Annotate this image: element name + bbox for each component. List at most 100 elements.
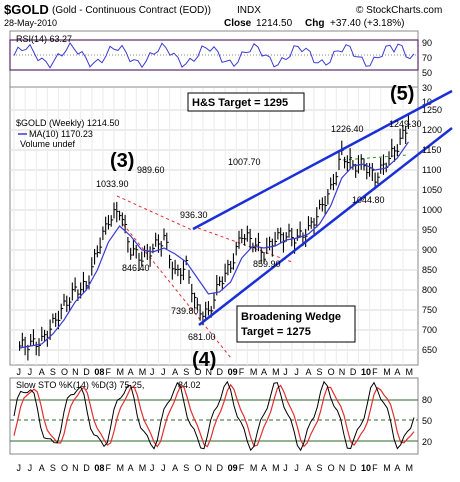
rsi-line xyxy=(13,42,415,69)
symbol: $GOLD xyxy=(4,2,49,17)
price-label-739: 739.80 xyxy=(171,306,199,316)
price-label-846: 846.40 xyxy=(122,263,150,273)
price-label-1249: 1249.30 xyxy=(389,119,422,129)
price-tick: 1050 xyxy=(422,185,442,195)
x-tick: M xyxy=(383,463,391,473)
x-tick: M xyxy=(139,463,147,473)
wave-label-5: (5) xyxy=(390,83,414,105)
rsi-label: RSI(14) 63.27 xyxy=(16,34,72,44)
rsi-tick-90: 90 xyxy=(422,38,432,48)
sto-tick-80: 80 xyxy=(422,395,432,405)
x-tick: A xyxy=(39,367,45,377)
rsi-tick-10: 10 xyxy=(422,97,432,107)
price-label-1044: 1044.80 xyxy=(352,195,385,205)
x-tick: M xyxy=(139,367,147,377)
x-tick: O xyxy=(194,463,201,473)
price-tick: 850 xyxy=(422,265,437,275)
x-tick: S xyxy=(183,463,189,473)
x-tick: A xyxy=(172,367,178,377)
price-label-859: 859.90 xyxy=(253,259,281,269)
price-tick: 700 xyxy=(422,325,437,335)
rsi-panel: RSI(14) 63.27 90 70 50 30 10 xyxy=(9,30,432,107)
hs-target-box xyxy=(187,92,305,112)
x-tick: M xyxy=(405,463,413,473)
ma-line xyxy=(19,141,409,349)
x-tick: A xyxy=(39,463,45,473)
x-tick: N xyxy=(72,463,79,473)
sto-tick-20: 20 xyxy=(422,437,432,447)
dashed-line-upper xyxy=(116,195,193,231)
x-tick: A xyxy=(128,367,134,377)
sto-label: Slow STO %K(14) %D(3) 75.25, xyxy=(16,380,144,390)
wedge-target-box xyxy=(236,305,356,343)
wave-label-3: (3) xyxy=(110,150,134,172)
x-tick: S xyxy=(50,367,56,377)
x-tick: M xyxy=(405,367,413,377)
x-tick: O xyxy=(328,463,335,473)
wedge-trendlines xyxy=(192,89,453,326)
price-label-1033: 1033.90 xyxy=(96,179,129,189)
x-tick: 08 xyxy=(94,463,104,473)
price-axis: 1250 1200 1150 1100 1050 1000 950 900 850 800 750 7… xyxy=(422,105,442,355)
x-tick: 09 xyxy=(228,463,238,473)
x-tick: J xyxy=(150,463,155,473)
x-tick: F xyxy=(105,463,111,473)
x-tick: A xyxy=(305,367,311,377)
x-tick: N xyxy=(205,463,212,473)
x-tick: S xyxy=(50,463,56,473)
legend-volume: Volume undef xyxy=(20,139,76,149)
x-tick: O xyxy=(61,463,68,473)
x-tick: O xyxy=(194,367,201,377)
x-tick: S xyxy=(317,367,323,377)
x-tick: A xyxy=(305,463,311,473)
x-tick: J xyxy=(161,367,166,377)
price-tick: 650 xyxy=(422,345,437,355)
rsi-tick-30: 30 xyxy=(422,83,432,93)
x-tick: F xyxy=(239,367,245,377)
price-tick: 800 xyxy=(422,285,437,295)
hs-target-text: H&S Target = 1295 xyxy=(192,97,288,109)
legend-ma: MA(10) 1170.23 xyxy=(29,129,93,139)
x-tick: J xyxy=(283,463,288,473)
x-tick: D xyxy=(217,367,224,377)
close-label: Close xyxy=(224,18,252,29)
x-tick: M xyxy=(383,367,391,377)
price-label-681: 681.00 xyxy=(188,332,216,342)
x-tick: J xyxy=(28,367,32,377)
dashed-line-lower xyxy=(122,223,232,359)
wedge-lower-line xyxy=(198,127,453,326)
exchange: INDX xyxy=(237,5,261,16)
price-tick: 1200 xyxy=(422,125,442,135)
wave-label-4: (4) xyxy=(192,349,216,371)
rsi-tick-70: 70 xyxy=(422,53,432,63)
x-tick: D xyxy=(350,367,357,377)
wedge-line1: Broadening Wedge xyxy=(241,311,341,323)
x-tick: N xyxy=(205,367,212,377)
price-label-1007: 1007.70 xyxy=(228,157,261,167)
x-tick: 09 xyxy=(228,367,238,377)
x-tick: M xyxy=(117,463,125,473)
sto-k-line xyxy=(13,380,415,452)
price-label-989: 989.60 xyxy=(137,165,165,175)
x-tick: N xyxy=(72,367,79,377)
x-tick: M xyxy=(272,367,280,377)
x-tick: F xyxy=(105,367,111,377)
sto-panel: Slow STO %K(14) %D(3) 75.25, 84.02 80 50… xyxy=(9,377,432,455)
price-label-936: 936.30 xyxy=(180,210,208,220)
x-tick: N xyxy=(339,463,346,473)
x-tick: S xyxy=(183,367,189,377)
dashed-neckline xyxy=(342,154,408,161)
x-tick: J xyxy=(28,463,32,473)
x-tick: D xyxy=(83,463,90,473)
x-tick: N xyxy=(339,367,346,377)
x-tick: 10 xyxy=(361,367,371,377)
x-tick: J xyxy=(17,367,22,377)
rsi-tick-50: 50 xyxy=(422,68,432,78)
x-axis-bottom: J J A S O N D 08 F M A M J J A S O N D 09 F M A M J J A S O N D 10 F M A M xyxy=(17,463,413,473)
price-bars xyxy=(19,114,411,361)
x-tick: J xyxy=(294,463,299,473)
price-tick: 1150 xyxy=(422,145,441,155)
price-tick: 750 xyxy=(422,305,437,315)
wedge-upper-line xyxy=(192,89,453,231)
